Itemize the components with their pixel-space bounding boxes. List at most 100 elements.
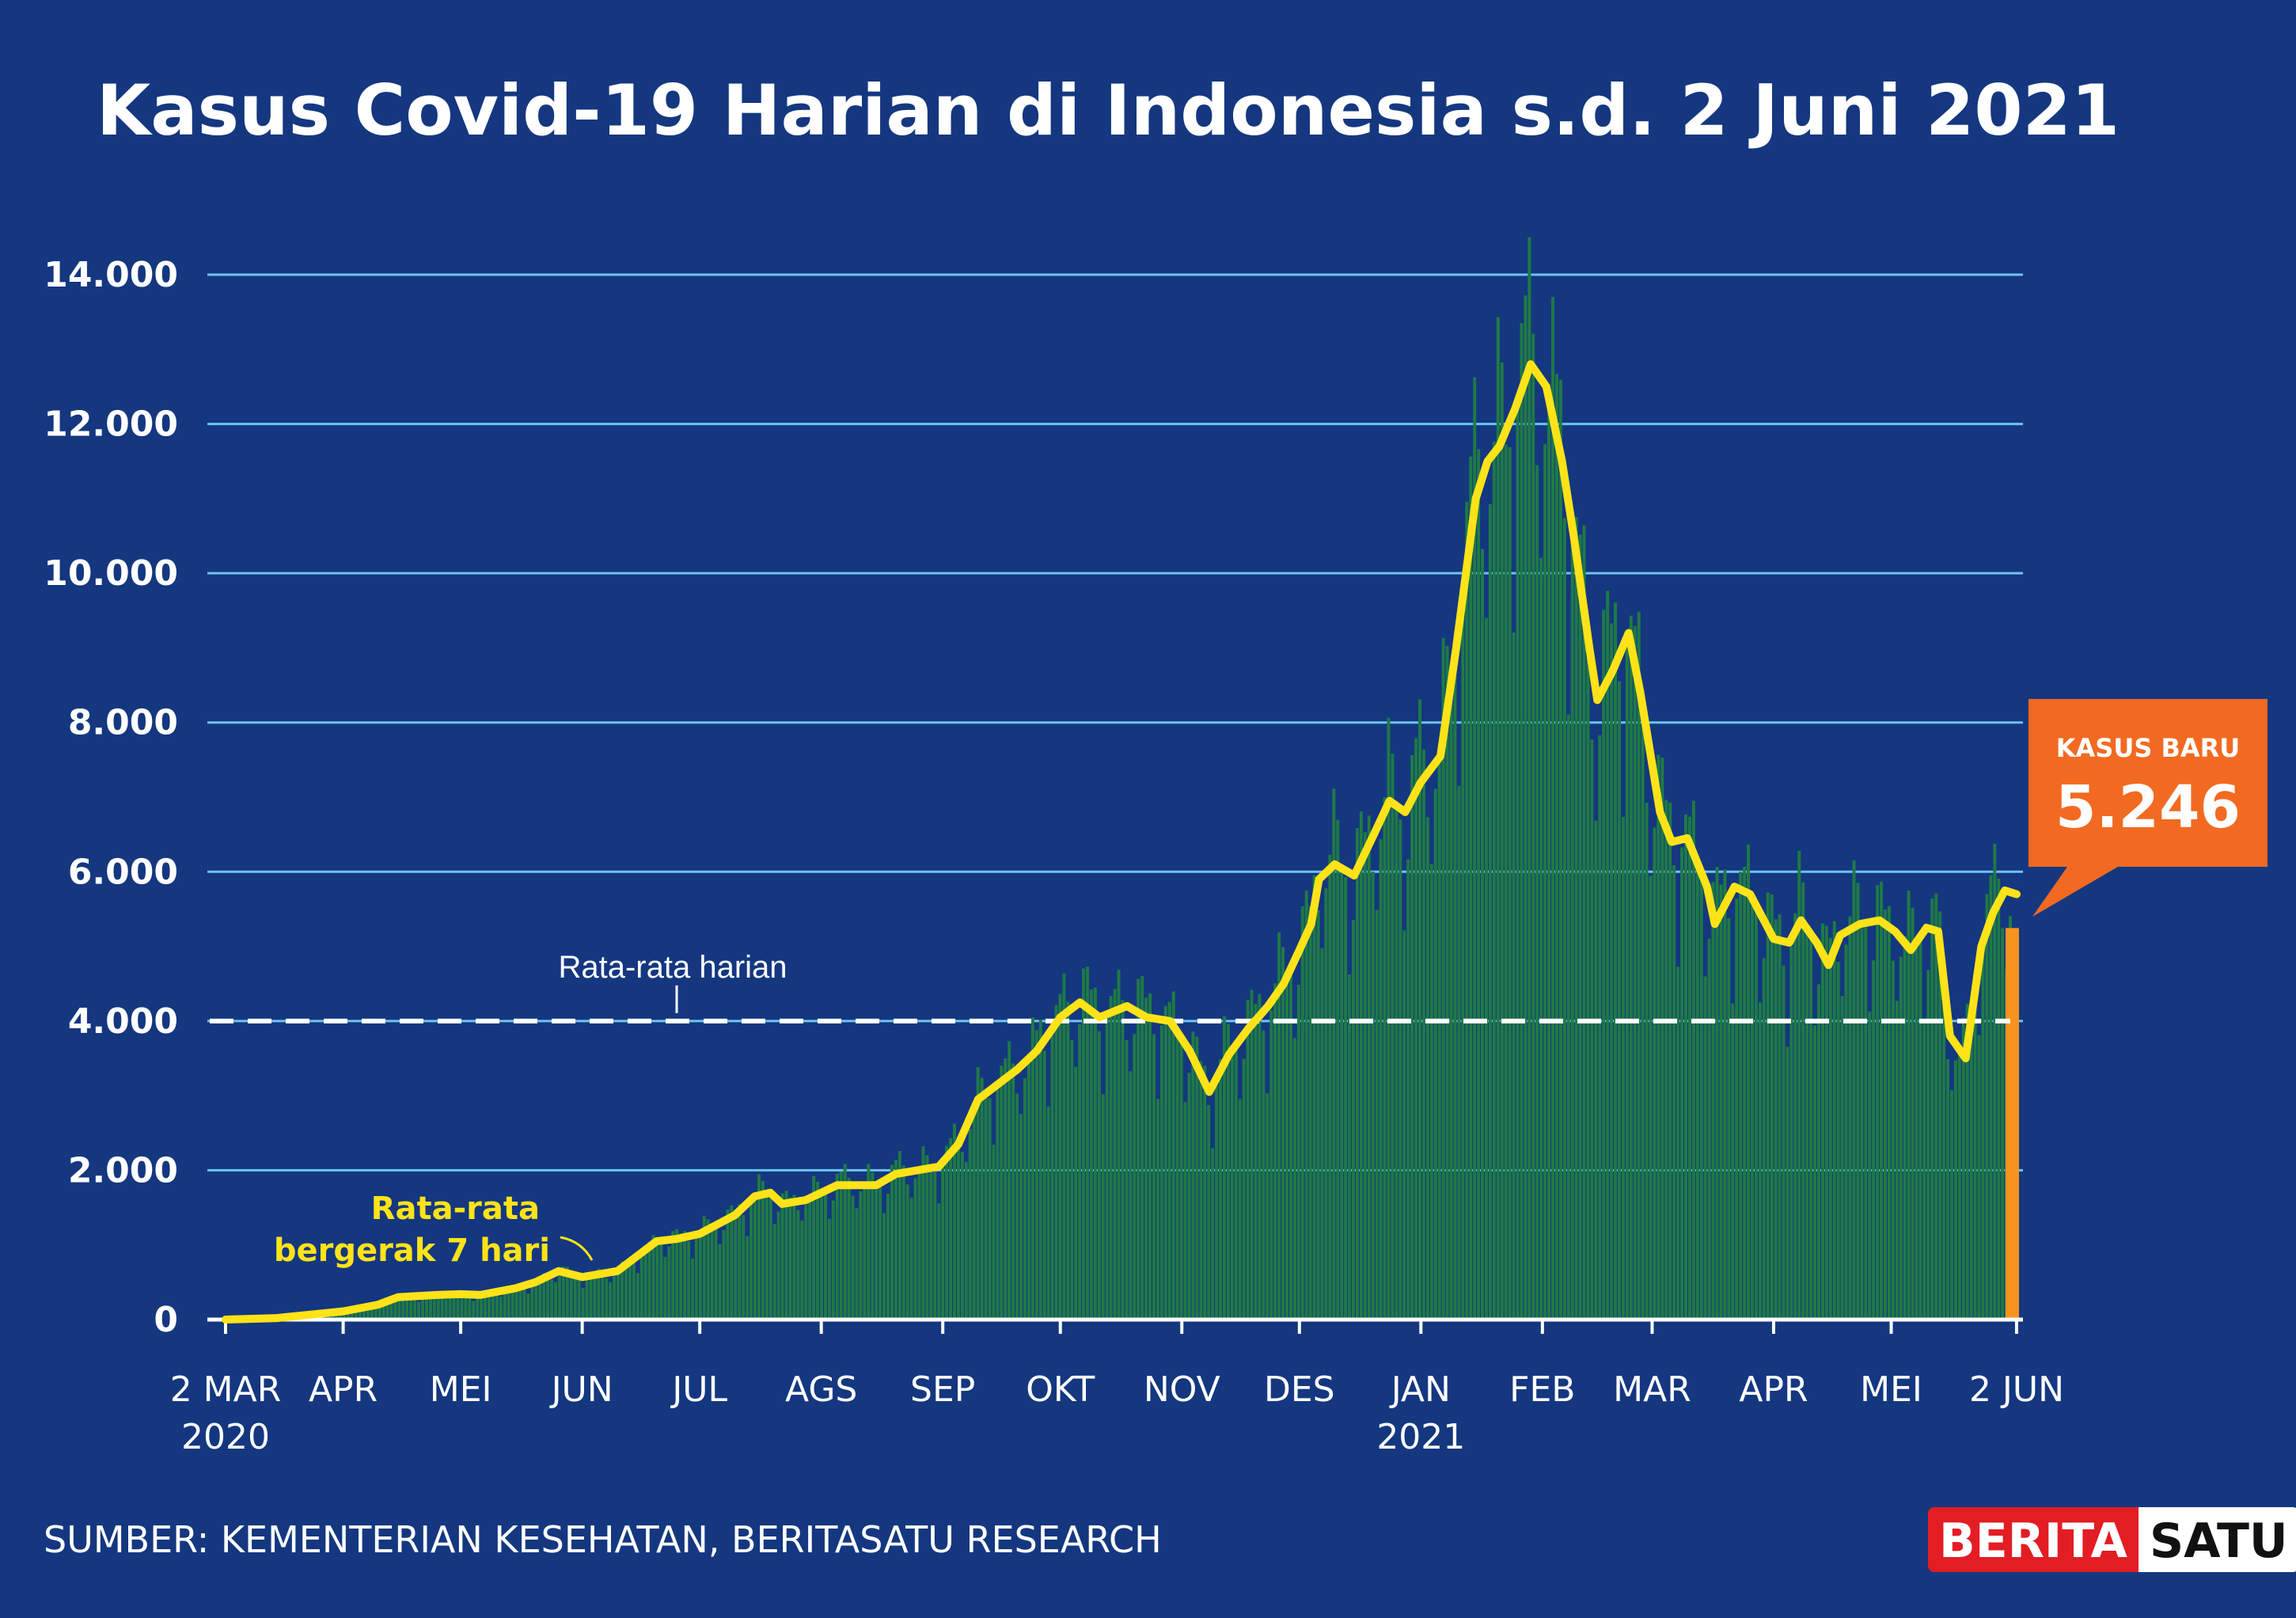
daily-bar [1500,362,1504,1320]
daily-bar [679,1233,683,1320]
daily-bar [1406,859,1410,1320]
daily-bar [647,1242,651,1320]
daily-bar [925,1155,929,1320]
y-tick-label: 2.000 [68,1150,178,1191]
daily-bar [882,1213,886,1320]
daily-bar [1528,237,1531,1320]
daily-bar [1625,640,1629,1320]
daily-bar [1070,1040,1074,1320]
daily-bar [835,1173,839,1320]
daily-bar [698,1230,702,1320]
daily-bar [1629,615,1633,1320]
daily-bar [589,1273,593,1320]
daily-bar [1801,882,1805,1320]
daily-bar [613,1275,617,1320]
daily-bar [1903,936,1907,1320]
daily-bar [750,1203,753,1320]
daily-bar [1262,1030,1266,1320]
daily-bar [1950,1090,1953,1320]
x-tick-label: MAR [1613,1369,1691,1410]
daily-bar [1574,517,1578,1320]
moving-average-line [222,360,2021,1324]
daily-bar [488,1289,491,1320]
daily-bar [577,1278,581,1320]
daily-bar [1281,947,1285,1320]
daily-bar [1097,1031,1101,1320]
daily-bar [409,1297,413,1320]
daily-bar [1207,1105,1211,1320]
daily-bar [1789,946,1793,1320]
daily-bar [980,1077,984,1320]
daily-bar [890,1164,894,1320]
daily-bar [1860,922,1864,1320]
x-tick-label: 2 JUN [1969,1369,2064,1410]
daily-bar [863,1182,867,1320]
daily-bar [569,1270,573,1320]
daily-bar [1183,1102,1187,1320]
daily-bar [1543,444,1547,1320]
daily-bar [757,1174,761,1320]
daily-bar [1238,1099,1242,1320]
daily-bar [1461,583,1465,1320]
x-tick-label: 2 MAR [170,1369,282,1410]
daily-bar [472,1301,476,1320]
annotation-arrow [560,1236,594,1261]
daily-bar [1953,1060,1957,1320]
x-tick-label: AGS [785,1369,857,1410]
daily-bar [1562,518,1566,1320]
x-tick-label: DES [1264,1369,1335,1410]
daily-bar [1485,617,1488,1320]
daily-bar [1723,869,1727,1320]
daily-bar [593,1271,597,1320]
daily-bar [1739,872,1743,1320]
daily-bar [1899,956,1903,1320]
x-tick-label: SEP [910,1369,975,1410]
daily-bar [1508,447,1512,1320]
daily-bar [1856,883,1860,1320]
daily-bar [1367,815,1371,1320]
daily-bar [1664,800,1668,1320]
daily-bar [1117,969,1121,1320]
daily-bar [542,1273,546,1320]
daily-bar [898,1151,901,1320]
daily-bar [765,1193,768,1320]
daily-bar [894,1160,898,1320]
daily-bar [1989,875,1993,1320]
daily-bar [768,1194,772,1320]
daily-bar [397,1297,401,1320]
daily-bar [362,1310,366,1320]
daily-bar [823,1192,827,1320]
daily-bar [1187,1073,1191,1320]
daily-bar [694,1236,698,1320]
daily-bar [808,1195,812,1320]
daily-bar [432,1291,436,1320]
daily-bar [565,1267,569,1320]
daily-bar [480,1293,484,1320]
daily-bar [499,1297,503,1320]
daily-bar [1191,1031,1195,1320]
daily-bar [1633,625,1637,1320]
daily-bar [659,1240,663,1320]
daily-bar [843,1164,847,1320]
daily-bar [730,1205,734,1320]
daily-bar [554,1282,557,1320]
daily-bar [1957,1047,1961,1320]
daily-bar [1089,989,1093,1320]
daily-bar [1735,898,1739,1320]
daily-bar [1340,868,1344,1320]
daily-bar [1437,746,1441,1320]
daily-bar [1758,1002,1762,1320]
daily-bar [339,1312,343,1320]
daily-bar [503,1292,507,1320]
daily-bar [468,1295,472,1320]
daily-bar [1027,1057,1030,1320]
daily-bar [1144,997,1148,1320]
daily-bar [1352,920,1355,1320]
daily-bar [1993,843,1997,1320]
daily-bar [514,1286,518,1320]
daily-bar [491,1291,495,1320]
daily-bar [1414,738,1418,1320]
daily-bar [702,1216,706,1320]
daily-bar [1011,1063,1015,1320]
